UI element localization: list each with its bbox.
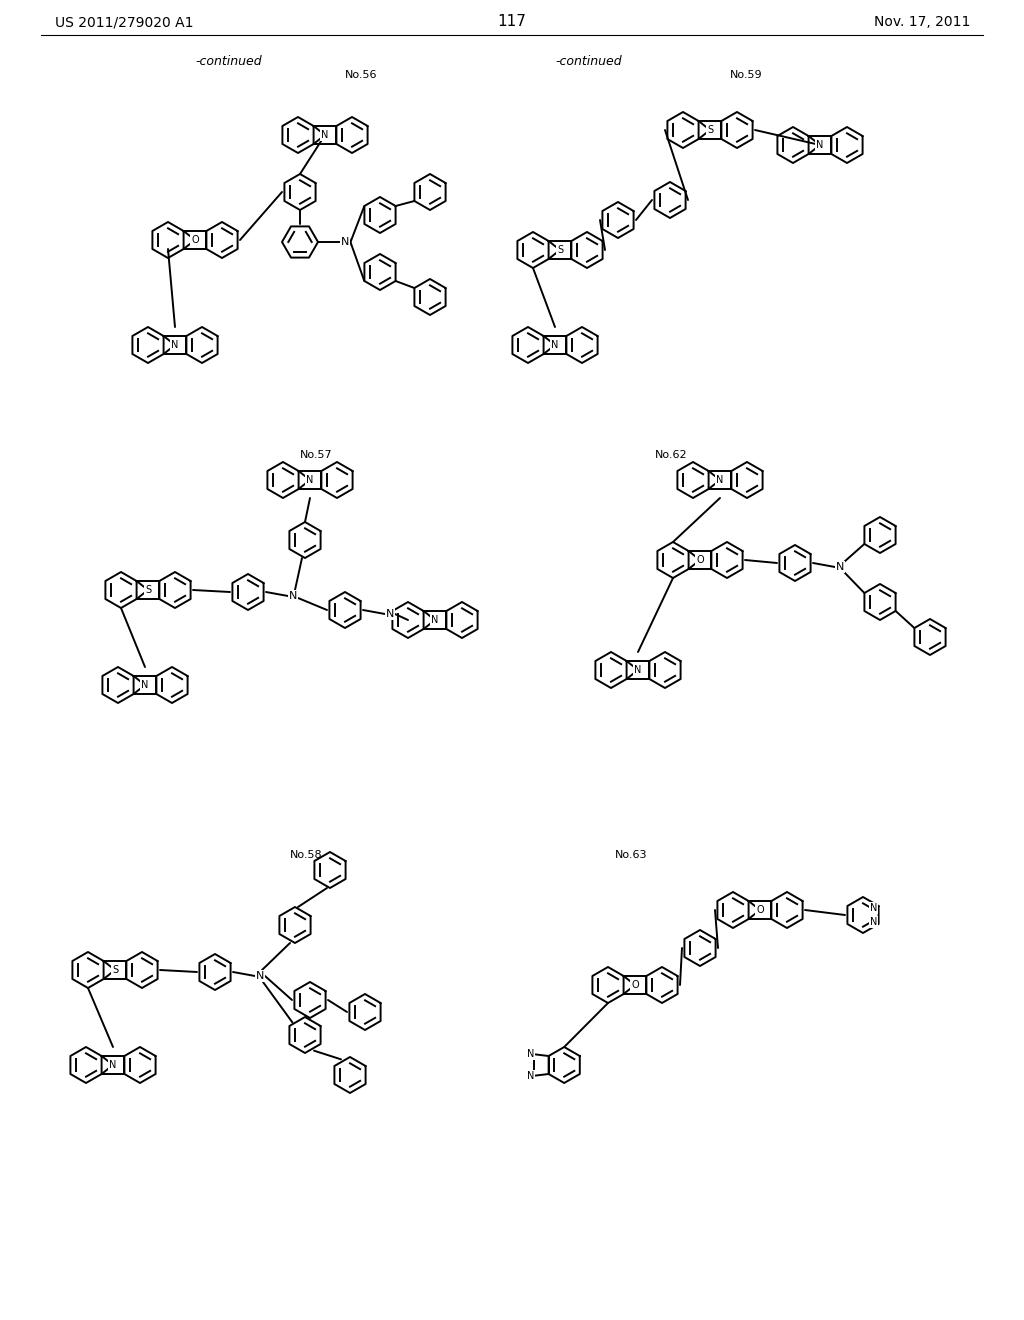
Text: N: N xyxy=(836,562,844,572)
Text: -continued: -continued xyxy=(195,55,261,69)
Text: N: N xyxy=(431,615,438,624)
Text: No.62: No.62 xyxy=(655,450,688,459)
Text: N: N xyxy=(110,1060,117,1071)
Text: N: N xyxy=(141,680,148,690)
Text: O: O xyxy=(756,906,764,915)
Text: N: N xyxy=(634,665,642,675)
Text: S: S xyxy=(707,125,713,135)
Text: N: N xyxy=(289,591,297,601)
Text: S: S xyxy=(557,246,563,255)
Text: N: N xyxy=(341,238,349,247)
Text: N: N xyxy=(306,475,313,484)
Text: No.56: No.56 xyxy=(345,70,378,81)
Text: N: N xyxy=(527,1049,535,1059)
Text: N: N xyxy=(171,341,178,350)
Text: O: O xyxy=(631,979,639,990)
Text: No.57: No.57 xyxy=(300,450,333,459)
Text: N: N xyxy=(717,475,724,484)
Text: S: S xyxy=(112,965,118,975)
Text: S: S xyxy=(145,585,152,595)
Text: Nov. 17, 2011: Nov. 17, 2011 xyxy=(873,15,970,29)
Text: No.59: No.59 xyxy=(730,70,763,81)
Text: N: N xyxy=(551,341,559,350)
Text: 117: 117 xyxy=(498,15,526,29)
Text: O: O xyxy=(191,235,199,246)
Text: N: N xyxy=(870,903,878,913)
Text: US 2011/279020 A1: US 2011/279020 A1 xyxy=(55,15,194,29)
Text: N: N xyxy=(256,972,264,981)
Text: -continued: -continued xyxy=(555,55,622,69)
Text: N: N xyxy=(322,129,329,140)
Text: N: N xyxy=(816,140,823,150)
Text: N: N xyxy=(386,609,394,619)
Text: No.58: No.58 xyxy=(290,850,323,861)
Text: No.63: No.63 xyxy=(615,850,647,861)
Text: N: N xyxy=(527,1071,535,1081)
Text: N: N xyxy=(870,917,878,927)
Text: O: O xyxy=(696,554,703,565)
